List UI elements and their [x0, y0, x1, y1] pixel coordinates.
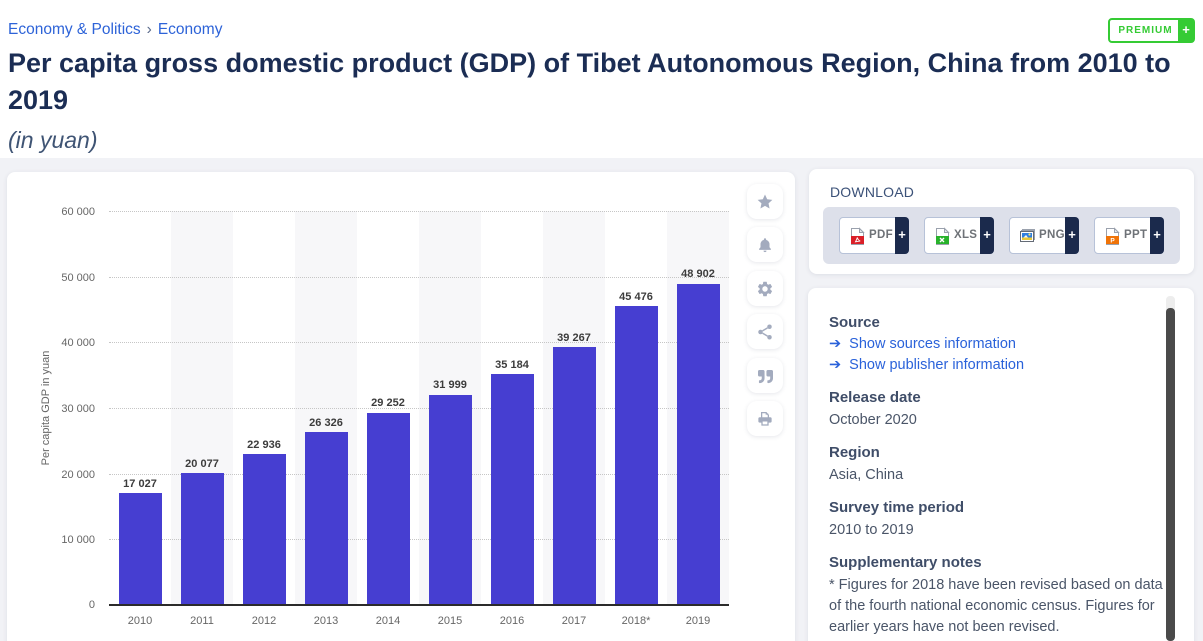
svg-text:P: P [1110, 238, 1115, 245]
